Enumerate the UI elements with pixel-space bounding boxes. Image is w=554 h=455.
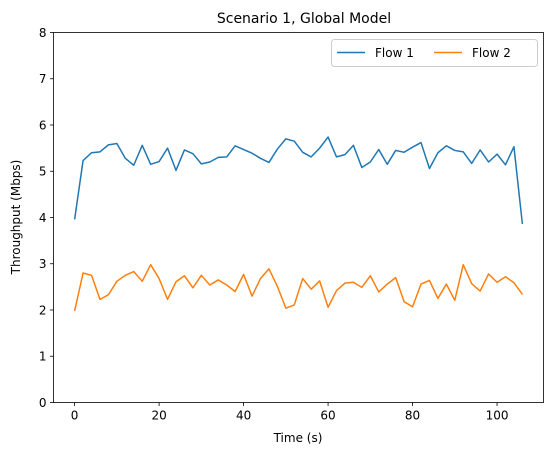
y-axis-label: Throughput (Mbps)	[9, 160, 23, 276]
plot-frame	[53, 32, 544, 403]
x-tick-label: 100	[486, 409, 509, 423]
chart-title: Scenario 1, Global Model	[217, 11, 391, 27]
y-tick-label: 6	[39, 118, 47, 132]
legend-label-flow-2: Flow 2	[472, 46, 511, 60]
x-tick-label: 80	[405, 409, 420, 423]
x-tick-label: 20	[151, 409, 166, 423]
y-tick-label: 3	[39, 257, 47, 271]
y-tick-label: 8	[39, 26, 47, 40]
y-tick-label: 2	[39, 303, 47, 317]
series-line-flow-2	[73, 263, 523, 312]
plot-area	[73, 136, 524, 312]
y-tick-label: 1	[39, 350, 47, 364]
x-tick-label: 40	[236, 409, 251, 423]
legend-label-flow-1: Flow 1	[375, 46, 414, 60]
y-axis: 0 1 2 3 4 5 6 7 8	[39, 26, 54, 410]
y-tick-label: 7	[39, 72, 47, 86]
legend: Flow 1 Flow 2	[331, 39, 538, 67]
x-axis: 0 20 40 60 80 100	[71, 402, 509, 423]
x-tick-label: 60	[320, 409, 335, 423]
y-tick-label: 0	[39, 396, 47, 410]
x-tick-label: 0	[71, 409, 79, 423]
series-line-flow-1	[73, 136, 524, 225]
x-axis-label: Time (s)	[273, 431, 323, 445]
y-tick-label: 4	[39, 211, 47, 225]
y-tick-label: 5	[39, 165, 47, 179]
